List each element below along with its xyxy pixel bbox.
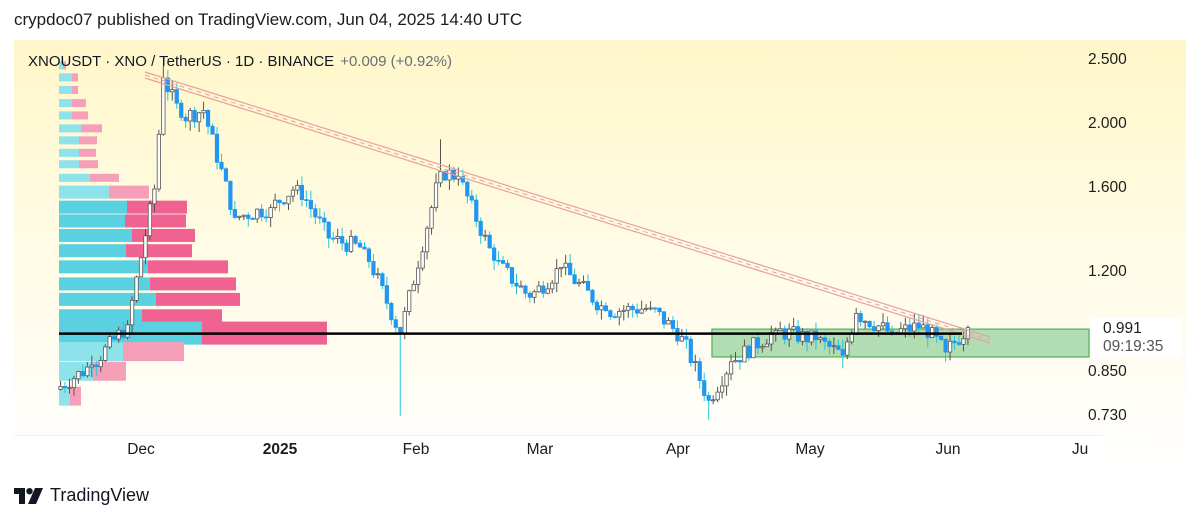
last-price-label: 0.991 09:19:35 [1090, 318, 1182, 358]
price-tick: 2.500 [1088, 51, 1127, 68]
time-tick: Feb [402, 441, 430, 458]
price-tick: 2.000 [1088, 115, 1127, 132]
price-tick: 0.730 [1088, 407, 1127, 424]
time-axis-strip[interactable] [14, 435, 1102, 468]
drawings[interactable] [59, 71, 991, 344]
last-price: 0.991 [1103, 320, 1142, 337]
symbol-legend[interactable]: XNOUSDT · XNO / TetherUS · 1D · BINANCE +… [28, 53, 452, 70]
price-tick: 1.200 [1088, 263, 1127, 280]
price-tick: 1.600 [1088, 179, 1127, 196]
price-change: +0.009 (+0.92%) [340, 53, 452, 70]
bar-countdown: 09:19:35 [1103, 338, 1164, 355]
time-tick: Jun [935, 441, 961, 458]
time-tick: May [795, 441, 825, 458]
time-tick: Dec [127, 441, 155, 458]
time-tick: Apr [665, 441, 691, 458]
time-tick: Mar [526, 441, 554, 458]
price-tick: 0.850 [1088, 363, 1127, 380]
brand-name: TradingView [50, 485, 150, 505]
publish-line: crypdoc07 published on TradingView.com, … [14, 10, 523, 29]
tradingview-logo[interactable]: TradingView [14, 485, 149, 506]
tradingview-logo-icon [14, 487, 43, 504]
candlesticks [58, 65, 971, 420]
symbol-line: XNOUSDT · XNO / TetherUS · 1D · BINANCE [28, 53, 335, 70]
time-tick: 2025 [262, 441, 298, 458]
time-tick: Ju [1071, 441, 1089, 458]
